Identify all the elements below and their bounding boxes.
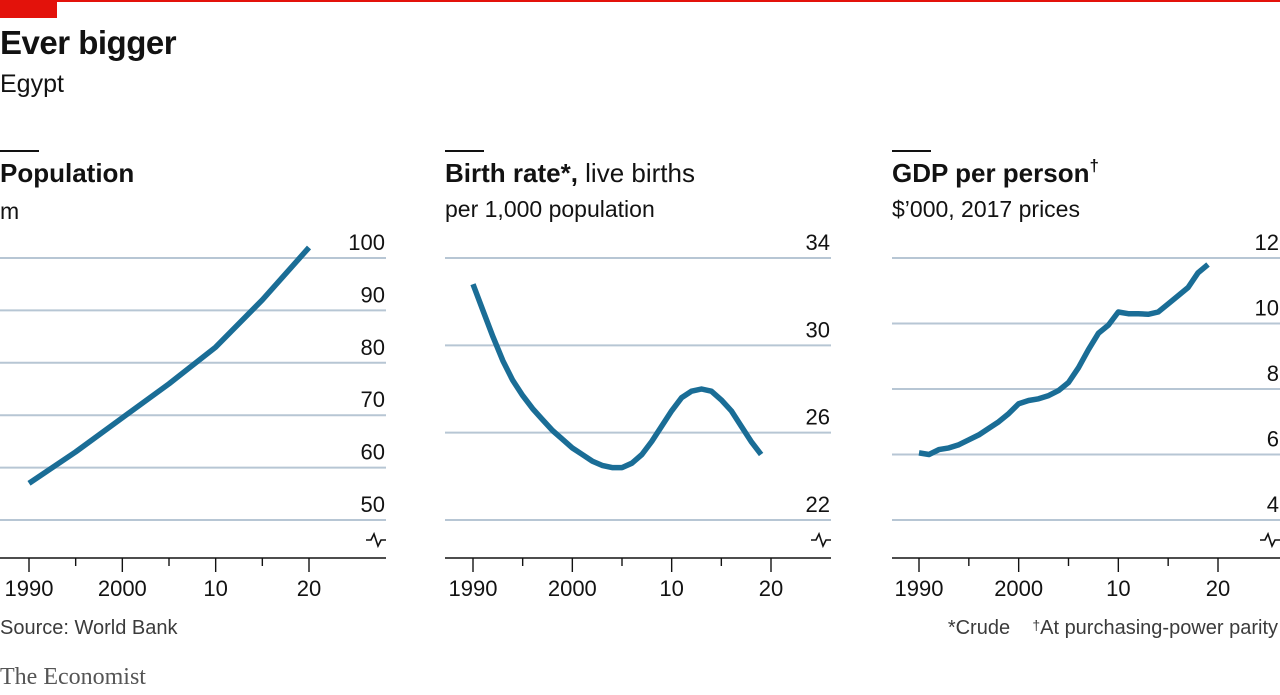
series-line	[918, 262, 1210, 458]
y-tick-label: 12	[1255, 230, 1279, 255]
x-tick-label: 20	[297, 576, 321, 601]
x-tick-label: 20	[1206, 576, 1230, 601]
y-tick-label: 80	[361, 335, 385, 360]
x-tick-label: 20	[759, 576, 783, 601]
y-tick-label: 22	[806, 492, 830, 517]
y-tick-label: 70	[361, 387, 385, 412]
birth-rate-chart: 22 26 30 34 1990 2000 10 20	[445, 230, 831, 601]
panel-population: Population m 50 60 70 80 90 100 1990 2000 10 20	[0, 140, 390, 610]
panel-title: Birth rate*, live births	[445, 158, 695, 189]
x-tick-label: 2000	[548, 576, 597, 601]
x-tick-label: 1990	[449, 576, 498, 601]
y-tick-label: 60	[361, 440, 385, 465]
x-tick-label: 2000	[994, 576, 1043, 601]
panel-title-marker: *,	[560, 158, 578, 188]
y-tick-label: 90	[361, 282, 385, 307]
x-tick-label: 10	[1106, 576, 1130, 601]
footnote-crude: *Crude	[947, 617, 1011, 639]
y-tick-label: 4	[1267, 492, 1279, 517]
brand-tab	[0, 0, 57, 18]
source-note: Source: World Bank	[0, 617, 178, 639]
chart-title: Ever bigger	[0, 24, 177, 61]
panel-title-text: Population	[0, 158, 135, 188]
panel-title: Population	[0, 158, 134, 189]
brand-logo: The Economist	[0, 664, 146, 690]
footnote-dagger: †	[1032, 617, 1041, 633]
gdp-chart: 4 6 8 10 12 1990 2000 10 20	[892, 230, 1280, 601]
x-tick-label: 1990	[5, 576, 54, 601]
panel-unit: per 1,000 population	[445, 196, 655, 222]
panel-title-text: GDP per person	[892, 158, 1090, 188]
population-chart: 50 60 70 80 90 100 1990 2000 10 20	[0, 230, 386, 601]
axis-break-icon	[1260, 531, 1280, 549]
y-tick-label: 50	[361, 492, 385, 517]
y-tick-label: 30	[806, 317, 830, 342]
axis-break-icon	[811, 531, 831, 549]
panel-unit: m	[0, 198, 20, 224]
x-tick-label: 2000	[98, 576, 147, 601]
y-tick-label: 26	[806, 405, 830, 430]
panel-title-marker: †	[1089, 156, 1099, 175]
x-tick-label: 10	[203, 576, 227, 601]
chart-subtitle: Egypt	[0, 70, 64, 98]
panel-dash	[445, 150, 484, 152]
panel-gdp: GDP per person† $’000, 2017 prices 4 6 8 10…	[892, 140, 1280, 610]
panel-dash	[0, 150, 39, 152]
y-tick-label: 6	[1267, 427, 1279, 452]
panel-title: GDP per person†	[892, 156, 1099, 189]
footnote-ppp: At purchasing-power parity	[1040, 617, 1278, 639]
panel-title-text: Birth rate	[445, 158, 561, 188]
panel-title-rest: live births	[585, 158, 695, 188]
top-rule	[0, 0, 1280, 2]
x-tick-label: 1990	[895, 576, 944, 601]
y-tick-label: 100	[348, 230, 385, 255]
panel-birth-rate: Birth rate*, live births per 1,000 popul…	[445, 140, 835, 610]
footnotes: *Crude †At purchasing-power parity	[948, 617, 1278, 640]
panel-unit: $’000, 2017 prices	[892, 196, 1080, 222]
axis-break-icon	[366, 531, 386, 549]
x-tick-label: 10	[659, 576, 683, 601]
y-tick-label: 34	[806, 230, 830, 255]
y-tick-label: 10	[1255, 296, 1279, 321]
series-line	[27, 245, 312, 486]
panel-dash	[892, 150, 931, 152]
y-tick-label: 8	[1267, 361, 1279, 386]
series-line	[470, 283, 764, 471]
